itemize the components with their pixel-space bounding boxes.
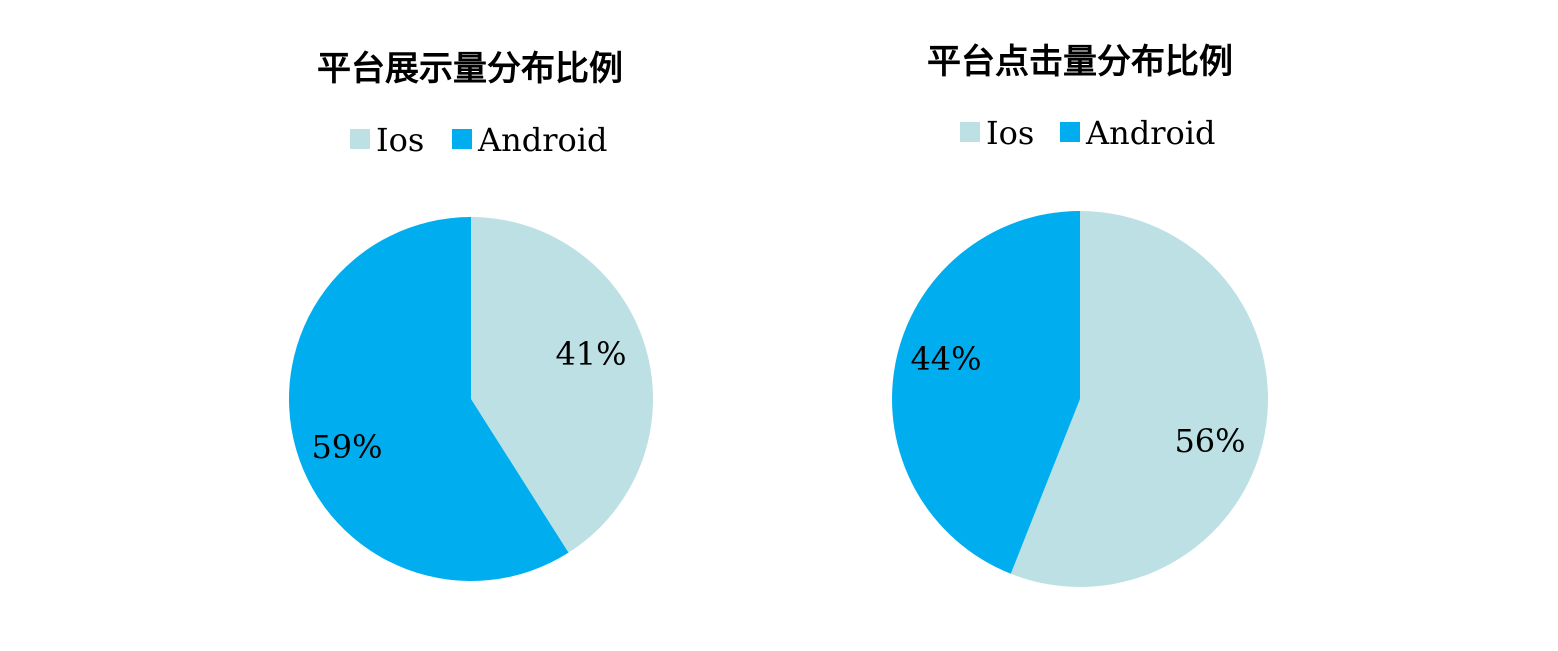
data-label-android: 59% xyxy=(311,428,382,466)
pie-slice-android xyxy=(288,217,569,581)
legend-label-ios: Ios xyxy=(376,121,424,159)
legend-label-ios: Ios xyxy=(986,114,1034,152)
pie-plot xyxy=(891,211,1268,587)
pie-chart-clicks: 平台点击量分布比例 Ios Android 56% 44% xyxy=(891,42,1268,587)
legend: Ios Android xyxy=(350,121,607,159)
legend-swatch-android xyxy=(452,129,472,149)
chart-title: 平台点击量分布比例 xyxy=(927,42,1233,82)
data-label-ios: 41% xyxy=(555,335,626,373)
pie-plot xyxy=(288,217,653,581)
pie-slice-ios xyxy=(1010,211,1268,587)
pie-slice-android xyxy=(891,211,1080,574)
legend-label-android: Android xyxy=(477,121,607,159)
data-label-android: 44% xyxy=(910,340,981,378)
legend: Ios Android xyxy=(960,114,1215,152)
legend-swatch-ios xyxy=(350,129,370,149)
legend-swatch-ios xyxy=(960,122,980,142)
legend-label-android: Android xyxy=(1085,114,1215,152)
data-label-ios: 56% xyxy=(1174,422,1245,460)
legend-swatch-android xyxy=(1060,122,1080,142)
pie-chart-impressions: 平台展示量分布比例 Ios Android 41% 59% xyxy=(288,49,653,581)
pie-slice-ios xyxy=(471,217,653,553)
chart-title: 平台展示量分布比例 xyxy=(317,49,623,89)
